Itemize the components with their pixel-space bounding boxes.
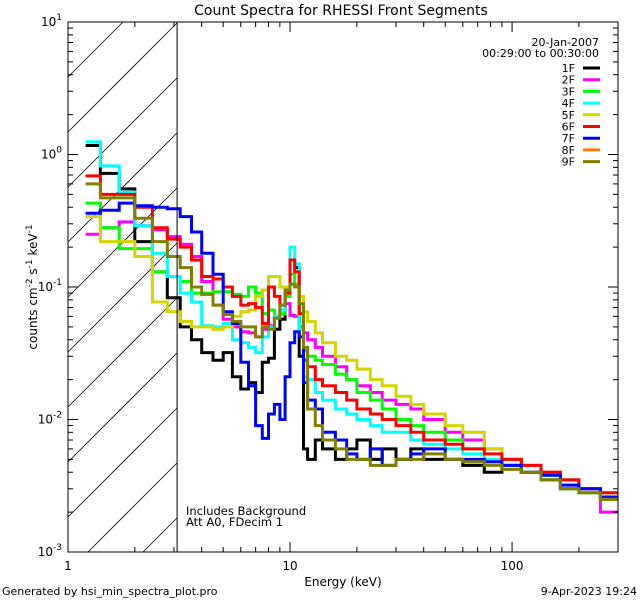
series-line-2F <box>85 220 618 514</box>
series-line-9F <box>85 182 618 501</box>
hatch-line <box>67 22 178 133</box>
legend-label-4F: 4F <box>562 97 575 110</box>
footer-generated-by: Generated by hsi_min_spectra_plot.pro <box>2 585 218 598</box>
series-group <box>85 140 618 514</box>
x-tick-label: 100 <box>501 559 524 573</box>
x-tick-label: 10 <box>282 559 297 573</box>
y-tick-label: 10-2 <box>38 411 62 427</box>
series-line-7F <box>85 201 618 499</box>
series-line-1F <box>85 144 618 501</box>
attenuator-hatched-region <box>67 21 178 553</box>
legend-label-2F: 2F <box>562 74 575 87</box>
footer-timestamp: 9-Apr-2023 19:24 <box>541 585 637 598</box>
y-tick-label: 10-1 <box>38 278 62 294</box>
legend-label-7F: 7F <box>562 132 575 145</box>
annotation-attenuator: Att A0, FDecim 1 <box>186 515 283 529</box>
hatch-line <box>142 517 178 553</box>
axis-ticks: 1 10 100 101 100 10-1 10-2 10-3 <box>38 13 619 573</box>
x-tick-label: 1 <box>64 559 72 573</box>
chart-title: Count Spectra for RHESSI Front Segments <box>194 3 488 19</box>
legend-label-3F: 3F <box>562 85 575 98</box>
legend-label-6F: 6F <box>562 121 575 134</box>
hatch-line <box>67 407 178 518</box>
series-line-4F <box>85 140 618 495</box>
x-axis-label: Energy (keV) <box>304 575 381 589</box>
legend-date: 20-Jan-2007 <box>532 36 600 49</box>
hatch-line <box>67 242 178 353</box>
series-line-6F <box>85 174 618 495</box>
annotation-background: Includes Background <box>186 504 306 518</box>
series-line-5F <box>85 215 618 495</box>
y-axis-label: counts cm-2 s-1 keV-1 <box>25 224 40 349</box>
legend-time-range: 00:29:00 to 00:30:00 <box>482 47 599 60</box>
y-tick-label: 10-3 <box>38 543 62 559</box>
legend-label-9F: 9F <box>562 156 575 169</box>
y-tick-label: 101 <box>41 13 62 29</box>
legend-label-1F: 1F <box>562 62 575 75</box>
y-tick-label: 100 <box>41 146 62 162</box>
hatch-line <box>67 352 178 463</box>
hatch-line <box>67 21 124 78</box>
hatch-line <box>87 462 178 553</box>
legend-label-5F: 5F <box>562 109 575 122</box>
legend-label-8F: 8F <box>562 144 575 157</box>
hatch-line <box>67 297 178 408</box>
hatch-line <box>67 77 178 188</box>
